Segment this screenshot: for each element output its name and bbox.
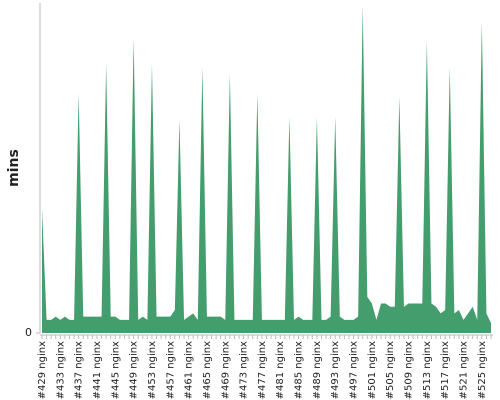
x-tick-label: #469 nginx — [220, 341, 231, 399]
x-tick-label: #505 nginx — [385, 341, 396, 399]
x-tick-label: #493 nginx — [330, 341, 341, 399]
x-tick-label: #525 nginx — [477, 341, 488, 399]
x-tick-label: #429 nginx — [37, 341, 48, 399]
x-tick-label: #453 nginx — [147, 341, 158, 399]
x-tick-label: #513 nginx — [422, 341, 433, 399]
x-tick-label: #485 nginx — [294, 341, 305, 399]
x-tick-label: #473 nginx — [239, 341, 250, 399]
x-tick-label: #457 nginx — [165, 341, 176, 399]
x-tick-label: #433 nginx — [55, 341, 66, 399]
y-tick-label: 0 — [25, 326, 32, 339]
x-tick-label: #441 nginx — [92, 341, 103, 399]
x-tick-label: #461 nginx — [184, 341, 195, 399]
area — [42, 5, 491, 333]
x-tick-label: #445 nginx — [110, 341, 121, 399]
x-tick-label: #521 nginx — [459, 341, 470, 399]
x-tick-label: #465 nginx — [202, 341, 213, 399]
x-tick-label: #477 nginx — [257, 341, 268, 399]
x-tick-label: #517 nginx — [440, 341, 451, 399]
x-tick-label: #489 nginx — [312, 341, 323, 399]
x-tick-label: #481 nginx — [275, 341, 286, 399]
x-tick-label: #509 nginx — [404, 341, 415, 399]
y-axis-label: mins — [6, 149, 22, 187]
x-tick-label: #449 nginx — [129, 341, 140, 399]
x-tick-label: #497 nginx — [349, 341, 360, 399]
x-tick-label: #501 nginx — [367, 341, 378, 399]
x-tick-label: #437 nginx — [74, 341, 85, 399]
